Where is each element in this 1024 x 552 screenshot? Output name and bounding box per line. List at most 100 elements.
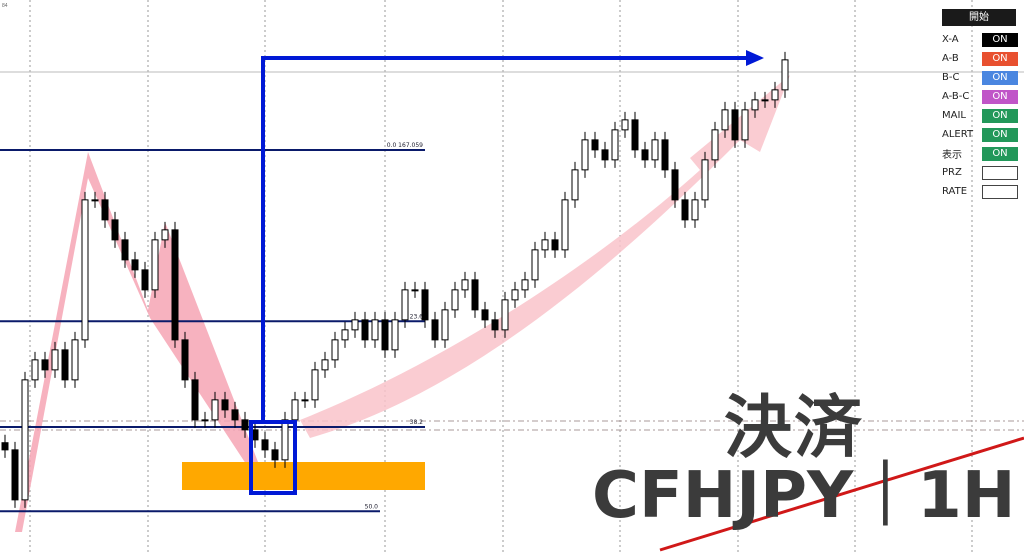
fib-label: 23.6 [410, 313, 424, 320]
toggle-button[interactable]: ON [982, 51, 1018, 66]
candle-body [661, 139, 669, 171]
candle-body [681, 199, 689, 221]
candle-body [761, 99, 769, 102]
input-row: PRZ [942, 163, 1018, 182]
candle-body [651, 139, 659, 161]
candle-body [51, 349, 59, 371]
candle-body [381, 319, 389, 351]
candle-body [501, 299, 509, 331]
candle-body [431, 319, 439, 341]
projection-arrow [300, 75, 790, 438]
toggle-button[interactable]: ON [982, 89, 1018, 104]
candle-body [631, 119, 639, 151]
toggle-label: 表示 [942, 150, 962, 161]
candle-body [71, 339, 79, 381]
candle-body [771, 89, 779, 101]
candle-body [611, 129, 619, 161]
toggle-row: X-A ON [942, 30, 1018, 49]
candle-body [581, 139, 589, 171]
trend-line [659, 436, 1024, 552]
candle-body [461, 279, 469, 291]
candle-body [571, 169, 579, 201]
candle-body [621, 119, 629, 131]
input-label: RATE [942, 186, 968, 197]
candle-body [711, 129, 719, 161]
fib-levels: 0.0 167.059 23.6 38.2 50.0 [0, 142, 425, 513]
toggle-button[interactable]: ON [982, 108, 1018, 123]
candle-body [691, 199, 699, 221]
candle-body [401, 289, 409, 321]
candle-body [111, 219, 119, 241]
toggle-row: A-B ON [942, 49, 1018, 68]
candle-body [311, 369, 319, 401]
candle-body [181, 339, 189, 381]
toggle-row: A-B-C ON [942, 87, 1018, 106]
candle-body [231, 409, 239, 421]
candle-body [241, 419, 249, 431]
candle-body [201, 419, 209, 422]
toggle-button[interactable]: ON [982, 32, 1018, 47]
toggle-button[interactable]: ON [982, 146, 1018, 161]
fib-label: 50.0 [365, 503, 379, 510]
candles [1, 51, 789, 508]
candle-body [641, 149, 649, 161]
candle-body [741, 109, 749, 141]
candle-body [61, 349, 69, 381]
corner-label: 84 [2, 3, 8, 9]
candle-body [481, 309, 489, 321]
toggle-row: 表示 ON [942, 144, 1018, 163]
candle-body [371, 319, 379, 341]
candle-body [21, 379, 29, 501]
toggle-label: ALERT [942, 129, 974, 140]
candle-body [331, 339, 339, 361]
candle-body [701, 159, 709, 201]
entry-box [249, 420, 297, 495]
candle-body [161, 229, 169, 241]
symbol-timeframe-label: CFHJPY｜1H [592, 459, 1016, 533]
toggle-button[interactable]: ON [982, 127, 1018, 142]
toggle-label: MAIL [942, 110, 966, 121]
harmonic-pattern [15, 152, 258, 532]
candle-body [11, 449, 19, 501]
candle-body [361, 319, 369, 341]
candle-body [391, 319, 399, 351]
candle-body [491, 319, 499, 331]
candle-body [321, 359, 329, 371]
candle-body [301, 399, 309, 402]
input-label: PRZ [942, 167, 962, 178]
input-field[interactable] [982, 184, 1018, 199]
candle-body [731, 109, 739, 141]
toggle-row: MAIL ON [942, 106, 1018, 125]
input-field[interactable] [982, 165, 1018, 180]
toggle-label: A-B-C [942, 91, 970, 102]
candle-body [31, 359, 39, 381]
candle-body [541, 239, 549, 251]
candle-body [101, 199, 109, 221]
candle-body [561, 199, 569, 251]
candle-body [81, 199, 89, 341]
arrow-head-icon [746, 50, 764, 66]
candle-body [601, 149, 609, 161]
candle-body [41, 359, 49, 371]
candle-body [151, 239, 159, 291]
candle-body [531, 249, 539, 281]
fib-label: 0.0 167.059 [387, 142, 423, 149]
candle-body [421, 289, 429, 321]
candle-body [411, 289, 419, 292]
candle-body [221, 399, 229, 411]
candle-body [441, 309, 449, 341]
control-panel: 開始 X-A ON A-B ON B-C ON A-B-C ON MAIL ON ALERT ON 表示… [942, 9, 1018, 201]
candle-body [131, 259, 139, 271]
candle-body [751, 99, 759, 111]
candle-body [121, 239, 129, 261]
candle-body [591, 139, 599, 151]
toggle-label: B-C [942, 72, 960, 83]
candle-body [291, 399, 299, 421]
target-arrow [261, 56, 748, 422]
start-button[interactable]: 開始 [942, 9, 1016, 26]
candle-body [281, 419, 289, 461]
toggle-row: ALERT ON [942, 125, 1018, 144]
candle-body [271, 449, 279, 461]
toggle-button[interactable]: ON [982, 70, 1018, 85]
